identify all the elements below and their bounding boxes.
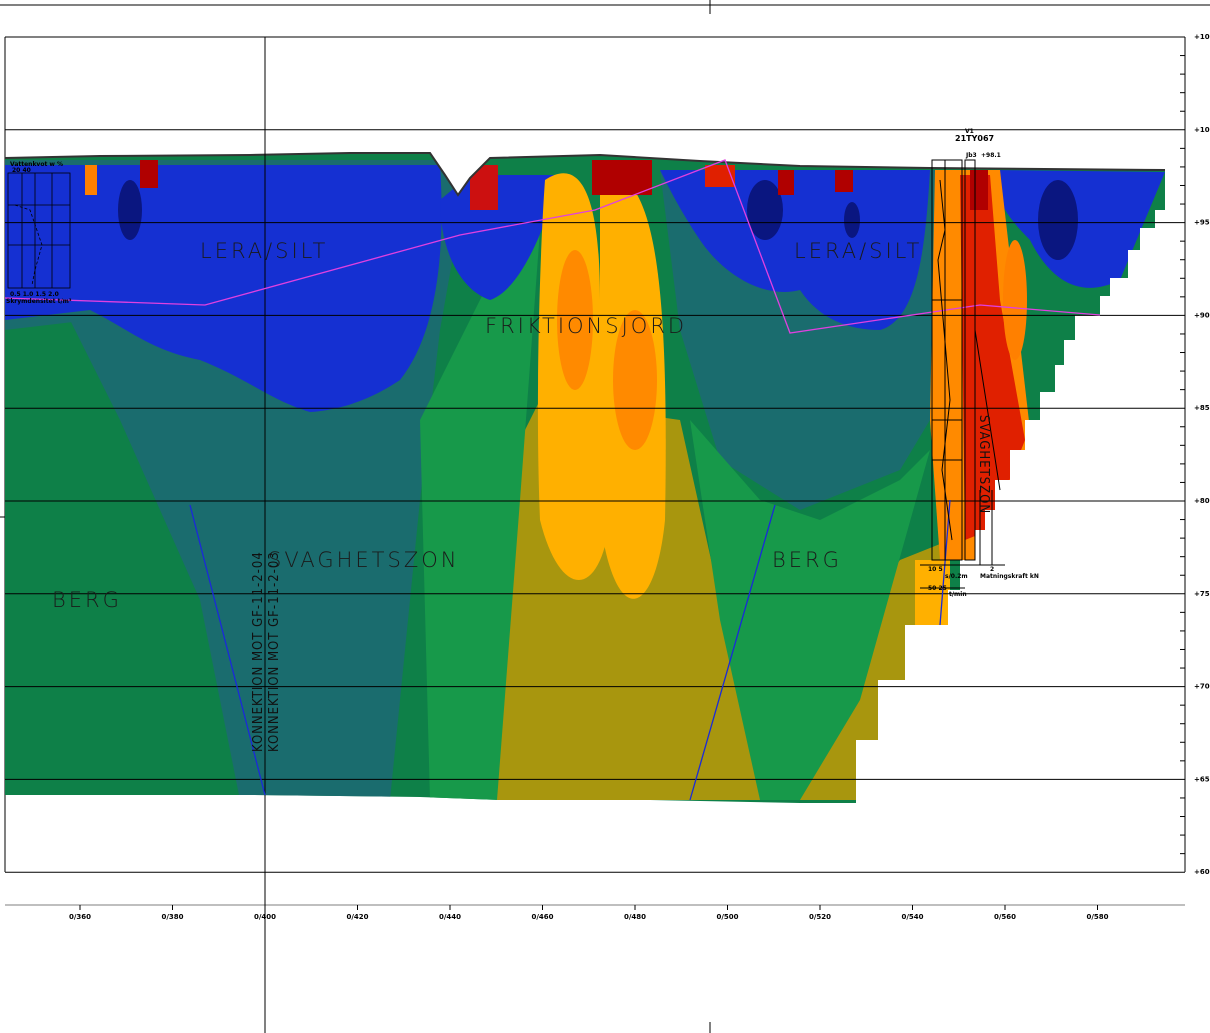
fault-line — [689, 504, 776, 801]
borehole-log — [920, 159, 1005, 589]
elevation-label: +60 — [1194, 868, 1210, 876]
elevation-label: +70 — [1194, 683, 1210, 691]
elevation-lines: +105 +100 +95 +90 +85 +80 +75 +70 +65 +60 0/360 0/3… — [5, 33, 1210, 921]
zone-label: LERA/SILT — [200, 239, 328, 263]
borehole-unit: t/min — [949, 591, 967, 598]
chainage-label: 0/380 — [161, 913, 183, 921]
zone-label: FRIKTIONSJORD — [485, 314, 687, 338]
chainage-label: 0/520 — [809, 913, 831, 921]
chainage-label: 0/460 — [531, 913, 553, 921]
elevation-label: +75 — [1194, 590, 1210, 598]
elevation-label: +105 — [1194, 33, 1210, 41]
elevation-label: +100 — [1194, 126, 1210, 134]
fault-line — [189, 504, 266, 796]
zone-label: SVAGHETSZON — [268, 548, 459, 572]
chainage-label: 0/500 — [716, 913, 738, 921]
resistivity-field — [5, 153, 1165, 803]
inset-label: Skrymdensitet t/m³ — [6, 298, 72, 305]
annotation: KONNEKTION MOT GF-11-2-03 — [267, 551, 282, 752]
inset-scale: 20 40 — [12, 167, 31, 174]
elevation-label: +80 — [1194, 497, 1210, 505]
zone-label: LERA/SILT — [794, 239, 922, 263]
chainage-label: 0/560 — [994, 913, 1016, 921]
borehole-force-scale: 2 — [990, 566, 994, 573]
zone-label: BERG — [772, 548, 842, 572]
ground-surface — [4, 152, 1166, 197]
elevation-label: +90 — [1194, 311, 1210, 319]
borehole-id: V1 — [965, 128, 974, 135]
zone-label: SVAGHETSZON — [976, 415, 991, 514]
borehole-scale: 50 25 — [928, 585, 947, 592]
inset-scale: 0.5 1.0 1.5 2.0 — [10, 291, 59, 298]
chainage-label: 0/440 — [439, 913, 461, 921]
borehole-unit: s/0.2m — [945, 573, 968, 580]
elevation-label: +85 — [1194, 404, 1210, 412]
elevation-label: +65 — [1194, 775, 1210, 783]
borehole-force-label: Matningskraft kN — [980, 573, 1039, 580]
zone-label: BERG — [52, 588, 122, 612]
interpreted-boundary — [4, 159, 1101, 334]
inset-title: Vattenkvot w % — [10, 161, 63, 168]
chainage-label: 0/360 — [69, 913, 91, 921]
fault-line — [939, 499, 951, 626]
borehole-scale: 10 5 — [928, 566, 943, 573]
elevation-label: +95 — [1194, 219, 1210, 227]
inset-graph — [7, 172, 71, 289]
borehole-name: 21TY067 — [955, 134, 994, 143]
borehole-level: +98.1 — [981, 152, 1001, 159]
chainage-label: 0/480 — [624, 913, 646, 921]
annotation: KONNEKTION MOT GF-11-2-04 — [251, 551, 266, 752]
borehole-method: Jb3 — [965, 152, 977, 159]
chainage-label: 0/420 — [346, 913, 368, 921]
chainage-label: 0/580 — [1086, 913, 1108, 921]
chainage-label: 0/540 — [901, 913, 923, 921]
